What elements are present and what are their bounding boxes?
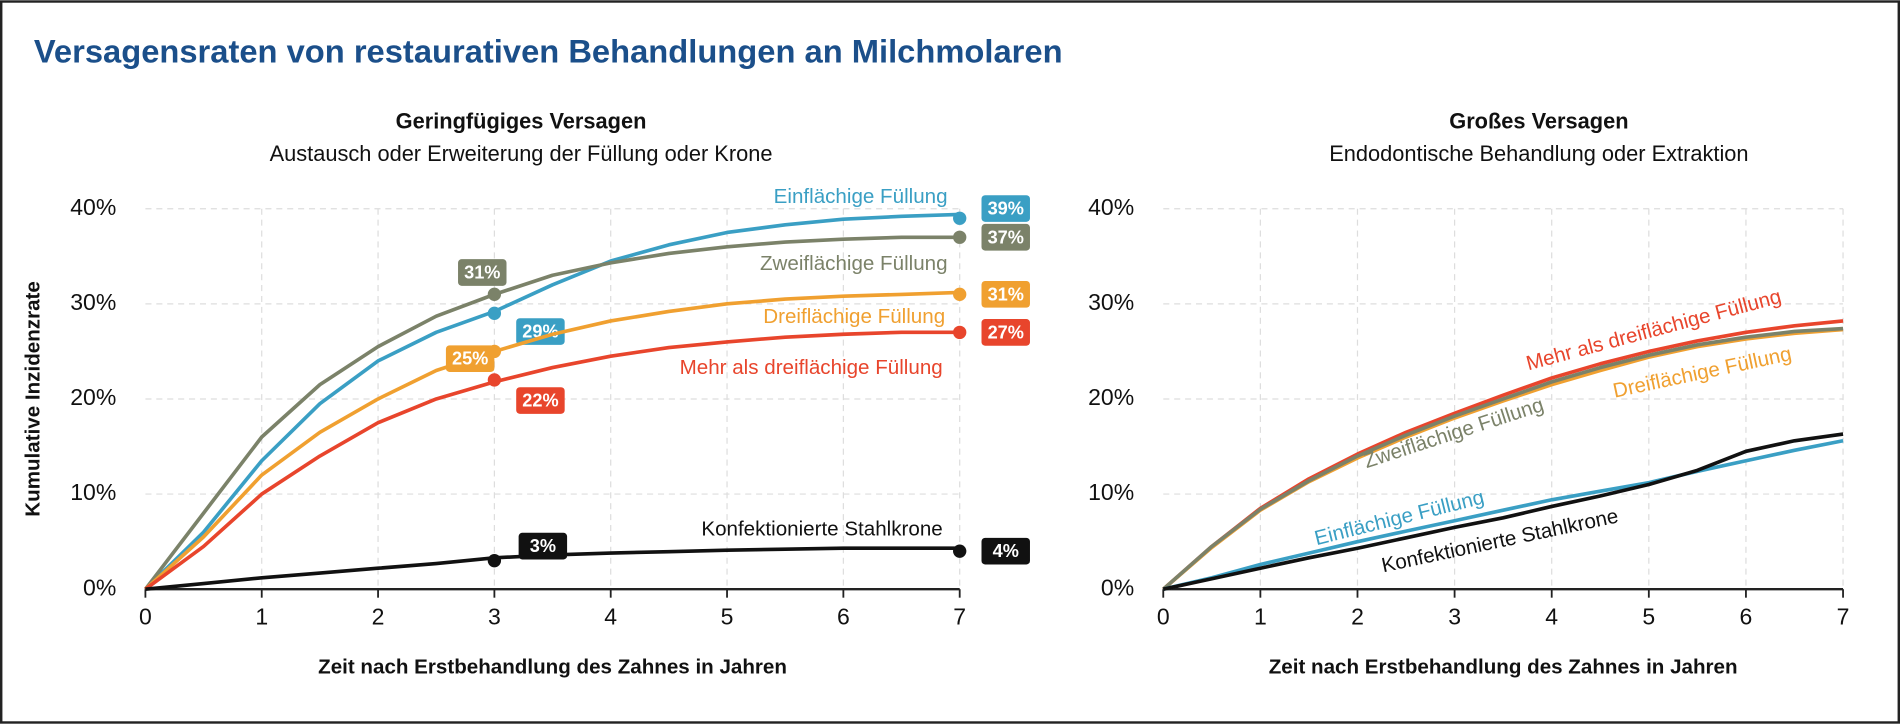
y-tick-label: 30% <box>70 289 116 315</box>
series-name: Dreiflächige Füllung <box>763 305 945 328</box>
x-axis-label: Zeit nach Erstbehandlung des Zahnes in J… <box>318 655 787 678</box>
line <box>144 330 960 591</box>
chart-subtitle: Endodontische Behandlung oder Extraktion <box>1329 141 1748 166</box>
x-tick-label: 6 <box>1740 603 1753 629</box>
x-tick-label: 5 <box>1642 603 1655 629</box>
point <box>487 287 502 301</box>
value-label: 31% <box>464 263 500 283</box>
y-axis-label: Kumulative Inzidenzrate <box>21 281 44 517</box>
value-label-box <box>981 280 1030 308</box>
x-tick-label: 2 <box>372 603 385 629</box>
line <box>1162 326 1844 591</box>
series-name: Einflächige Füllung <box>774 185 948 208</box>
x-tick-label: 1 <box>1254 603 1267 629</box>
chart-title: Großes Versagen <box>1449 108 1628 133</box>
x-tick-label: 0 <box>1157 603 1170 629</box>
x-tick-label: 0 <box>139 603 152 629</box>
value-label: 27% <box>988 322 1024 342</box>
y-tick-label: 0% <box>1101 574 1134 600</box>
point <box>487 306 502 321</box>
y-tick-label: 20% <box>70 384 116 410</box>
value-label-box <box>981 319 1030 346</box>
value-label-box <box>516 318 565 345</box>
point <box>953 287 967 301</box>
x-tick-label: 7 <box>1837 603 1850 629</box>
line <box>144 212 960 591</box>
value-label: 22% <box>522 391 558 411</box>
value-label-box <box>981 195 1030 222</box>
line <box>144 290 960 591</box>
y-tick-label: 10% <box>1088 479 1134 505</box>
point <box>487 553 502 568</box>
chart-title: Geringfügiges Versagen <box>396 108 647 133</box>
value-label: 31% <box>988 284 1024 304</box>
x-tick-label: 3 <box>488 603 501 629</box>
series-name: Mehr als dreiflächige Füllung <box>680 356 943 379</box>
value-label: 4% <box>993 541 1019 561</box>
line <box>1162 432 1844 591</box>
point <box>953 325 967 340</box>
value-label: 25% <box>452 349 488 369</box>
x-axis-label: Zeit nach Erstbehandlung des Zahnes in J… <box>1269 655 1738 678</box>
y-tick-label: 20% <box>1088 384 1134 410</box>
point <box>953 544 967 558</box>
value-label-box <box>981 223 1030 251</box>
x-tick-label: 4 <box>1545 603 1558 629</box>
x-tick-label: 1 <box>255 603 268 629</box>
series-name: Zweiflächige Füllung <box>760 252 948 275</box>
point <box>953 230 967 244</box>
point <box>953 211 967 225</box>
y-tick-label: 40% <box>70 194 116 220</box>
y-tick-label: 0% <box>83 574 116 600</box>
series-name: Konfektionierte Stahlkrone <box>701 517 942 540</box>
value-label-box <box>458 259 507 286</box>
x-tick-label: 4 <box>604 603 617 629</box>
x-tick-label: 3 <box>1448 603 1461 629</box>
y-tick-label: 40% <box>1088 194 1134 220</box>
y-tick-label: 30% <box>1088 289 1134 315</box>
line <box>1162 438 1844 591</box>
x-tick-label: 2 <box>1351 603 1364 629</box>
chart-subtitle: Austausch oder Erweiterung der Füllung o… <box>270 141 773 166</box>
x-tick-label: 7 <box>953 603 966 629</box>
value-label: 3% <box>530 536 556 556</box>
page-title: Versagensraten von restaurativen Behandl… <box>34 32 1063 69</box>
value-label-box <box>981 537 1030 565</box>
value-label-box <box>518 532 568 560</box>
point <box>487 373 502 387</box>
value-label-box <box>445 345 495 372</box>
value-label-box <box>516 387 565 414</box>
value-label: 37% <box>988 227 1024 247</box>
value-label: 39% <box>988 199 1024 219</box>
line <box>143 235 960 591</box>
x-tick-label: 6 <box>837 603 850 629</box>
x-tick-label: 5 <box>721 603 734 629</box>
y-axis-label-group: Kumulative Inzidenzrate <box>21 281 44 517</box>
y-tick-label: 10% <box>70 479 116 505</box>
